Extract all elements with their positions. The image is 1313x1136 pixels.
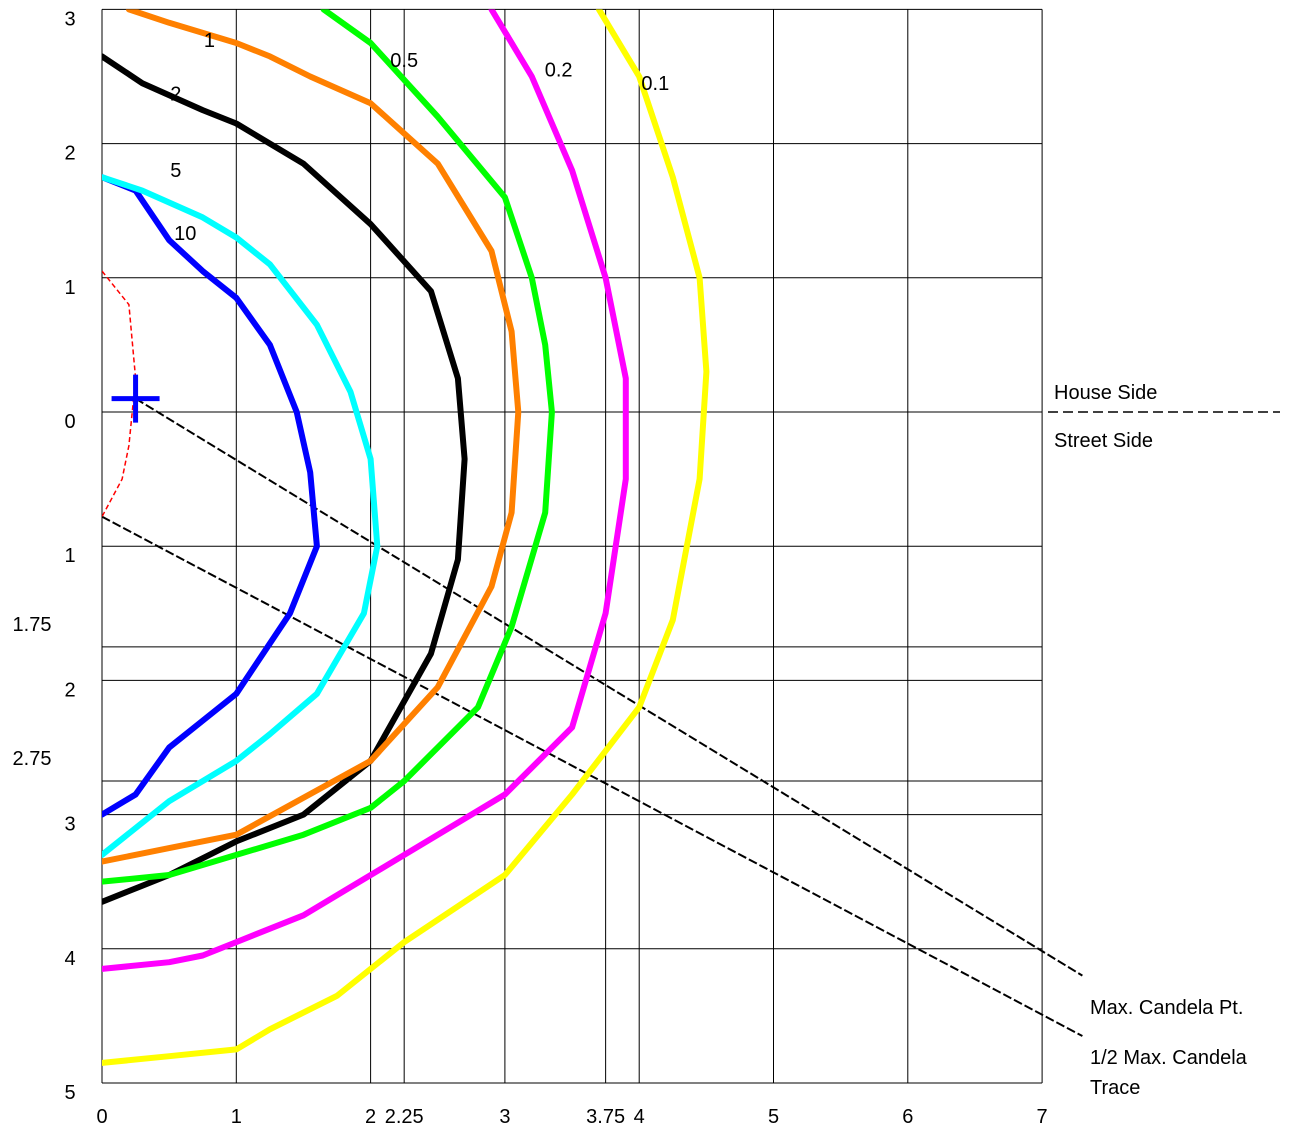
reference-line-1 [101,515,1083,1037]
y-tick-label-6: 2 [64,679,75,701]
curve-label-0-2: 0.2 [545,60,573,82]
x-tick-label-0: 0 [96,1106,107,1128]
curve-0-5 [102,9,555,885]
x-tick-label-1: 1 [231,1106,242,1128]
y-tick-label-8: 3 [64,814,75,836]
y-tick-label-3: 0 [64,411,75,433]
x-tick-label-2: 2 [365,1106,376,1128]
y-tick-label-0: 3 [64,8,75,30]
house-side-label: House Side [1054,382,1157,404]
isolux-curves [102,9,710,1066]
x-tick-label-5: 3.75 [586,1106,625,1128]
grid [101,8,1043,1084]
curve-5 [102,174,381,858]
curve-0-2 [102,9,629,972]
x-tick-label-9: 7 [1037,1106,1048,1128]
y-tick-label-5: 1.75 [13,614,52,636]
curve-2 [102,53,468,905]
y-tick-label-2: 1 [64,277,75,299]
curve-label-1: 1 [204,30,215,52]
curve-label-0-5: 0.5 [390,50,418,72]
y-tick-label-4: 1 [64,545,75,567]
curve-1 [102,9,522,865]
reference-lines [101,397,1083,1037]
x-tick-label-7: 5 [768,1106,779,1128]
max-candela-point-marker [111,374,160,423]
curve-10 [102,174,320,818]
curve-0-1 [102,9,710,1066]
half-max-candela-label: 1/2 Max. Candela [1090,1047,1248,1069]
y-tick-labels: 3 2 1 0 1 1.75 2 2.75 3 4 5 [13,8,76,1104]
half-max-candela-label-line2: Trace [1090,1077,1140,1099]
curve-label-5: 5 [170,160,181,182]
y-tick-label-1: 2 [64,143,75,165]
max-candela-label: Max. Candela Pt. [1090,997,1243,1019]
y-tick-label-9: 4 [64,948,75,970]
curve-label-2: 2 [170,84,181,106]
x-tick-labels: 0 1 2 2.25 3 3.75 4 5 6 7 [96,1106,1047,1128]
x-tick-label-3: 2.25 [385,1106,424,1128]
curve-labels: 10 5 2 1 0.5 0.2 0.1 [170,30,669,245]
x-tick-label-4: 3 [499,1106,510,1128]
street-side-label: Street Side [1054,430,1153,452]
curve-label-10: 10 [174,223,196,245]
y-tick-label-10: 5 [64,1082,75,1104]
x-tick-label-8: 6 [902,1106,913,1128]
reference-line-0 [135,397,1083,977]
y-tick-label-7: 2.75 [13,748,52,770]
half-max-candela-trace [102,270,137,518]
curve-label-0-1: 0.1 [641,73,669,95]
x-tick-label-6: 4 [634,1106,645,1128]
